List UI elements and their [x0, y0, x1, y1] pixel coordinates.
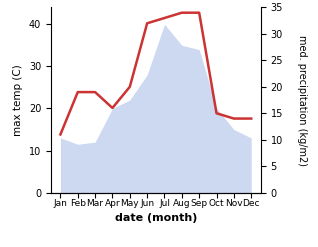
X-axis label: date (month): date (month) — [114, 213, 197, 224]
Y-axis label: med. precipitation (kg/m2): med. precipitation (kg/m2) — [297, 35, 307, 165]
Y-axis label: max temp (C): max temp (C) — [13, 64, 23, 136]
